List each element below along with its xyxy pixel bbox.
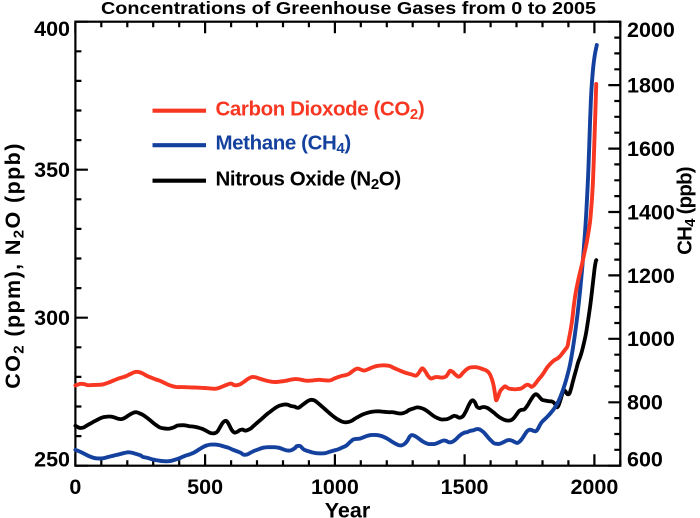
- svg-text:1000: 1000: [311, 475, 359, 499]
- svg-text:300: 300: [34, 306, 70, 330]
- svg-text:Nitrous Oxide (N2​O): Nitrous Oxide (N2​O): [216, 167, 401, 193]
- svg-text:1600: 1600: [627, 137, 675, 161]
- svg-text:2000: 2000: [627, 18, 675, 42]
- svg-text:350: 350: [34, 158, 70, 182]
- svg-text:250: 250: [34, 448, 70, 472]
- svg-text:2000: 2000: [570, 475, 618, 499]
- svg-text:800: 800: [627, 391, 663, 415]
- svg-text:1500: 1500: [441, 475, 489, 499]
- svg-text:500: 500: [187, 475, 223, 499]
- svg-text:0: 0: [69, 475, 81, 499]
- svg-text:1400: 1400: [627, 200, 675, 224]
- svg-text:CH4​ (ppb): CH4​ (ppb): [674, 167, 700, 255]
- svg-text:600: 600: [627, 448, 663, 472]
- svg-text:400: 400: [34, 17, 70, 41]
- svg-text:1200: 1200: [627, 264, 675, 288]
- svg-text:Methane (CH4​): Methane (CH4​): [216, 132, 351, 158]
- svg-text:Year: Year: [325, 499, 371, 518]
- svg-text:1800: 1800: [627, 74, 675, 98]
- svg-text:1000: 1000: [627, 327, 675, 351]
- svg-text:Carbon Dioxode (CO2​): Carbon Dioxode (CO2​): [216, 98, 425, 124]
- svg-text:Concentrations of Greenhouse G: Concentrations of Greenhouse Gases from …: [101, 0, 596, 18]
